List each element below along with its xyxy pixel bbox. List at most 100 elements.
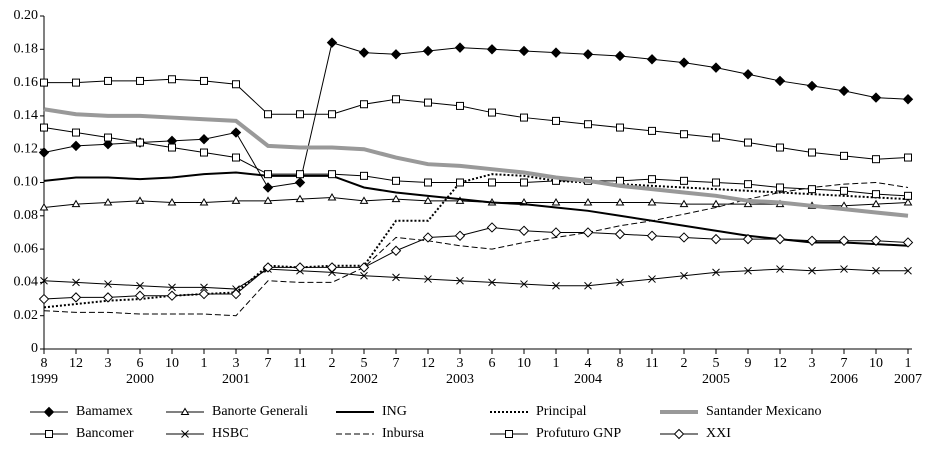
x-tick-label: 10 bbox=[165, 356, 179, 371]
marker bbox=[71, 199, 81, 208]
marker bbox=[360, 100, 368, 109]
marker bbox=[230, 127, 242, 138]
marker bbox=[390, 49, 402, 60]
legend-label: Banorte Generali bbox=[212, 404, 308, 419]
marker bbox=[520, 280, 528, 288]
marker bbox=[232, 80, 240, 89]
legend-label: Inbursa bbox=[382, 426, 425, 441]
marker bbox=[181, 430, 189, 438]
marker bbox=[616, 176, 624, 185]
marker bbox=[166, 290, 178, 301]
x-tick-label: 3 bbox=[809, 356, 816, 371]
marker bbox=[488, 108, 496, 117]
marker bbox=[40, 276, 48, 285]
marker bbox=[391, 194, 401, 203]
marker bbox=[806, 235, 818, 246]
marker bbox=[550, 47, 562, 58]
marker bbox=[102, 138, 114, 150]
marker bbox=[679, 199, 689, 208]
marker bbox=[423, 196, 433, 204]
y-tick-label: 0.10 bbox=[14, 175, 39, 190]
marker bbox=[104, 76, 112, 85]
marker bbox=[742, 233, 754, 245]
marker bbox=[43, 406, 55, 418]
marker bbox=[328, 170, 336, 179]
marker bbox=[296, 110, 304, 119]
marker bbox=[358, 262, 370, 273]
x-tick-label: 1 bbox=[905, 356, 912, 371]
marker bbox=[616, 123, 624, 132]
x-tick-label: 3 bbox=[457, 356, 464, 371]
year-label: 2007 bbox=[894, 372, 922, 387]
legend-label: ING bbox=[382, 404, 407, 419]
marker bbox=[424, 178, 432, 187]
marker bbox=[392, 273, 400, 282]
marker bbox=[870, 92, 882, 103]
x-tick-label: 12 bbox=[69, 356, 83, 371]
marker bbox=[648, 275, 656, 283]
year-label: 2001 bbox=[222, 372, 250, 387]
year-label: 2005 bbox=[702, 372, 730, 387]
marker bbox=[552, 116, 560, 125]
marker bbox=[680, 271, 688, 280]
marker bbox=[72, 128, 80, 137]
y-tick-label: 0.02 bbox=[14, 308, 39, 323]
marker bbox=[72, 78, 80, 87]
marker bbox=[582, 49, 594, 60]
marker bbox=[422, 232, 434, 243]
marker bbox=[680, 176, 688, 185]
marker bbox=[199, 197, 209, 206]
marker bbox=[168, 283, 176, 292]
marker bbox=[45, 430, 53, 438]
y-tick-label: 0.18 bbox=[14, 42, 39, 57]
marker bbox=[838, 235, 850, 246]
marker bbox=[38, 293, 50, 305]
marker bbox=[518, 225, 530, 236]
marker bbox=[520, 178, 528, 187]
marker bbox=[872, 266, 880, 275]
marker bbox=[486, 222, 498, 233]
marker bbox=[776, 183, 784, 192]
marker bbox=[262, 262, 274, 273]
x-tick-label: 5 bbox=[713, 356, 720, 371]
marker bbox=[294, 177, 306, 188]
marker bbox=[872, 190, 880, 199]
marker bbox=[392, 95, 400, 104]
marker bbox=[230, 288, 242, 300]
marker bbox=[583, 197, 593, 206]
legend-label: Bancomer bbox=[76, 426, 134, 441]
y-tick-label: 0.12 bbox=[14, 141, 39, 156]
marker bbox=[360, 171, 368, 180]
marker bbox=[328, 110, 336, 119]
marker bbox=[614, 228, 626, 240]
marker bbox=[743, 199, 753, 208]
series-line bbox=[43, 226, 909, 300]
marker bbox=[200, 283, 208, 292]
y-tick-label: 0.20 bbox=[14, 8, 39, 23]
marker bbox=[454, 230, 466, 241]
marker bbox=[424, 98, 432, 107]
x-tick-label: 7 bbox=[841, 356, 848, 371]
marker bbox=[808, 266, 816, 275]
marker bbox=[262, 182, 274, 193]
year-label: 2003 bbox=[446, 372, 474, 387]
marker bbox=[39, 202, 49, 211]
x-tick-label: 2 bbox=[329, 356, 336, 371]
marker bbox=[808, 185, 816, 194]
marker bbox=[40, 123, 48, 132]
marker bbox=[359, 196, 369, 204]
marker bbox=[134, 290, 146, 301]
y-tick-label: 0.04 bbox=[14, 275, 39, 290]
x-tick-label: 10 bbox=[517, 356, 531, 371]
marker bbox=[231, 196, 241, 204]
legend-label: Bamamex bbox=[76, 404, 133, 419]
x-tick-label: 1 bbox=[201, 356, 208, 371]
marker bbox=[646, 230, 658, 241]
marker bbox=[712, 178, 720, 187]
marker bbox=[871, 199, 881, 208]
marker bbox=[774, 233, 786, 245]
marker bbox=[390, 245, 402, 256]
marker bbox=[180, 407, 190, 415]
marker bbox=[616, 278, 624, 287]
